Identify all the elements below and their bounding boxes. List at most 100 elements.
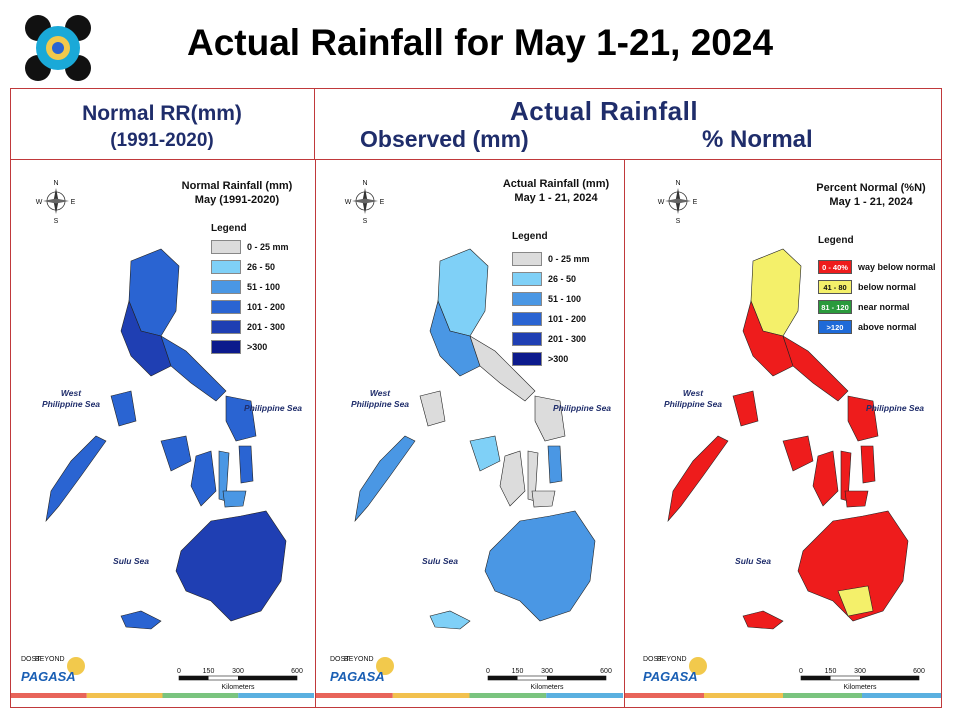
philippine-sea-label: Philippine Sea	[866, 403, 924, 413]
scale-label-600: 600	[600, 668, 612, 675]
legend-label: way below normal	[858, 262, 936, 272]
legend-item: 51 - 100	[211, 277, 289, 297]
region-luzonC	[742, 300, 794, 377]
scale-label-0: 0	[799, 668, 803, 675]
legend-swatch	[211, 280, 241, 294]
scale-bar	[800, 675, 920, 681]
west-philippine-sea-label: Philippine Sea	[664, 399, 722, 409]
footer-stripe	[11, 693, 87, 698]
normal-rr-header: Normal RR(mm) (1991-2020)	[10, 88, 315, 160]
region-samar	[847, 395, 879, 442]
philippine-sea-label: Philippine Sea	[553, 403, 611, 413]
compass-s-label: S	[54, 218, 59, 225]
legend-swatch: 81 - 120	[818, 300, 852, 314]
region-sulu	[429, 610, 471, 630]
legend-label: 0 - 25 mm	[247, 242, 289, 252]
compass-rose-icon	[665, 188, 691, 214]
legend-swatch	[211, 260, 241, 274]
legend-swatch: >120	[818, 320, 852, 334]
map-title: Actual Rainfall (mm) May 1 - 21, 2024	[496, 177, 616, 205]
dost-label: DOST	[643, 656, 663, 663]
legend-item: 51 - 100	[512, 289, 590, 309]
scale-unit-label: Kilometers	[843, 684, 877, 691]
sulu-sea-label: Sulu Sea	[422, 556, 458, 566]
region-bicol	[782, 335, 849, 402]
legend-label: 51 - 100	[247, 282, 281, 292]
footer-stripe	[162, 693, 239, 698]
sulu-sea-label: Sulu Sea	[735, 556, 771, 566]
map-landmass	[667, 248, 909, 630]
footer-stripe	[86, 693, 163, 698]
legend-label: 26 - 50	[247, 262, 276, 272]
legend-item: >300	[211, 337, 289, 357]
observed-subtitle: Observed (mm)	[360, 126, 529, 152]
legend-item: 101 - 200	[512, 309, 590, 329]
compass-w-label: W	[36, 199, 43, 206]
footer-stripe	[625, 693, 704, 698]
region-palawan	[667, 435, 729, 523]
west-philippine-sea-label: West	[683, 388, 704, 398]
legend-swatch	[512, 272, 542, 286]
footer-stripe	[392, 693, 470, 698]
scale-unit-label: Kilometers	[530, 684, 564, 691]
philippine-sea-label: Philippine Sea	[244, 403, 302, 413]
footer-stripe	[316, 693, 393, 698]
legend-swatch	[211, 240, 241, 254]
region-panay	[782, 435, 814, 472]
page-title: Actual Rainfall for May 1-21, 2024	[186, 22, 774, 63]
map-title-line1: Actual Rainfall (mm)	[502, 178, 610, 190]
region-leyte	[547, 445, 563, 484]
region-bicol	[469, 335, 536, 402]
legend-label: 0 - 25 mm	[548, 254, 590, 264]
region-mindanao	[175, 510, 287, 622]
region-negros	[812, 450, 839, 507]
legend-item: 0 - 25 mm	[211, 237, 289, 257]
legend-item: 0 - 25 mm	[512, 249, 590, 269]
legend-item: 101 - 200	[211, 297, 289, 317]
figure-frame	[10, 88, 942, 708]
scale-label-600: 600	[913, 668, 925, 675]
compass-n-label: N	[362, 180, 367, 187]
legend-label: 26 - 50	[548, 274, 577, 284]
compass-rose-icon	[43, 188, 69, 214]
region-samar	[534, 395, 566, 442]
region-bohol	[844, 490, 869, 508]
legend-swatch	[211, 300, 241, 314]
pagasa-wordmark: PAGASA	[21, 669, 76, 684]
normal-rr-title: Normal RR(mm)	[82, 102, 242, 125]
legend-swatch	[512, 252, 542, 266]
dost-label: DOST	[330, 656, 350, 663]
legend-label: 51 - 100	[548, 294, 582, 304]
scale-label-600: 600	[291, 668, 303, 675]
region-mindanao	[797, 510, 909, 622]
legend-label: >300	[548, 354, 569, 364]
map-title-line2: May (1991-2020)	[194, 194, 280, 206]
legend-item: 0 - 40% way below normal	[818, 257, 936, 277]
footer-stripe	[469, 693, 547, 698]
footer-stripe	[704, 693, 783, 698]
compass-s-label: S	[676, 218, 681, 225]
compass-rose-icon	[352, 188, 378, 214]
legend-title: Legend	[818, 235, 854, 246]
legend-label: 201 - 300	[247, 322, 286, 332]
actual-rainfall-title: Actual Rainfall	[510, 96, 699, 126]
region-mindoro	[419, 390, 446, 427]
legend-label: 101 - 200	[247, 302, 286, 312]
scale-bar	[178, 675, 298, 681]
compass-w-label: W	[345, 199, 352, 206]
compass-n-label: N	[675, 180, 680, 187]
compass-e-label: E	[71, 199, 76, 206]
beyond-label: BEYOND	[344, 656, 374, 663]
legend-item: 201 - 300	[512, 329, 590, 349]
map-landmass	[45, 248, 287, 630]
legend-swatch: 0 - 40%	[818, 260, 852, 274]
legend: 0 - 40% way below normal 41 - 80 below norm…	[818, 257, 936, 337]
compass-e-label: E	[693, 199, 698, 206]
region-leyte	[860, 445, 876, 484]
panel-divider	[624, 160, 625, 708]
west-philippine-sea-label: Philippine Sea	[42, 399, 100, 409]
scale-label-150: 150	[512, 668, 524, 675]
pagasa-badge	[67, 657, 85, 675]
